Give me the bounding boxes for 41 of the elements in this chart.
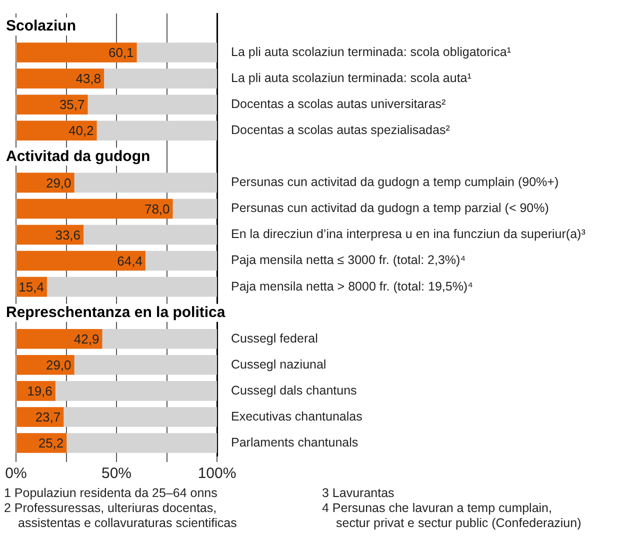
text: 1 Populaziun residenta da 25–64 onns [4, 486, 218, 501]
text: 3 Lavurantas [322, 486, 396, 501]
y-tick-label: Persunas cun activitad da gudogn a temp cumplain (90%+) [231, 175, 559, 190]
data-label: 42,9 [74, 331, 100, 346]
bar [16, 355, 74, 375]
data-label: 35,7 [59, 97, 85, 112]
data-label: 15,4 [18, 279, 44, 294]
data-label: 60,1 [108, 45, 134, 60]
y-tick-label: Represchentanza en la politica [6, 304, 226, 321]
y-tick-label: Parlaments chantunals [231, 435, 358, 450]
data-label: 29,0 [46, 357, 72, 372]
y-tick-label: Executivas chantunalas [231, 409, 362, 424]
x-tick-label: 100% [198, 465, 236, 482]
data-label: 19,6 [27, 384, 52, 399]
y-tick-label: La pli auta scolaziun terminada: scola obligatorica¹ [231, 44, 512, 59]
bar [16, 433, 67, 453]
y-tick-label: Paja mensila netta ≤ 3000 fr. (total: 2,3%)⁴ [231, 253, 466, 268]
data-label: 29,0 [46, 175, 72, 190]
data-label: 78,0 [144, 201, 170, 216]
data-label: 25,2 [38, 436, 64, 451]
data-label: 64,4 [117, 253, 142, 268]
y-tick-label: Paja mensila netta > 8000 fr. (total: 19,5%)⁴ [231, 279, 473, 294]
y-tick-label: Scolaziun [6, 18, 76, 35]
data-label: 33,6 [55, 227, 81, 242]
y-tick-label: Docentas a scolas autas universitaras² [231, 97, 446, 112]
y-tick-label: Persunas cun activitad da gudogn a temp parzial (< 90%) [231, 201, 549, 216]
y-tick-label: Docentas a scolas autas spezialisadas² [231, 123, 450, 138]
text: 2 Professuressas, ulteriuras docentas, assistentas e collavuraturas scientificas [4, 501, 238, 531]
y-tick-label: Cussegl naziunal [231, 357, 326, 372]
data-label: 43,8 [76, 71, 102, 86]
data-label: 23,7 [35, 410, 61, 425]
bar [16, 407, 64, 427]
y-tick-label: La pli auta scolaziun terminada: scola auta¹ [231, 71, 472, 86]
y-tick-label: Activitad da gudogn [6, 148, 150, 165]
y-tick-label: Cussegl federal [231, 331, 318, 346]
x-tick-label: 50% [101, 465, 132, 482]
text: 4 Persunas che lavuran a temp cumplain, sectur privat e sectur public (Confederaziun) [322, 501, 582, 531]
y-tick-label: En la direcziun d’ina interpresa u en ina funcziun da superiur(a)³ [231, 227, 586, 242]
data-label: 40,2 [68, 123, 94, 138]
x-tick-label: 0% [5, 465, 27, 482]
y-tick-label: Cussegl dals chantuns [231, 383, 357, 398]
